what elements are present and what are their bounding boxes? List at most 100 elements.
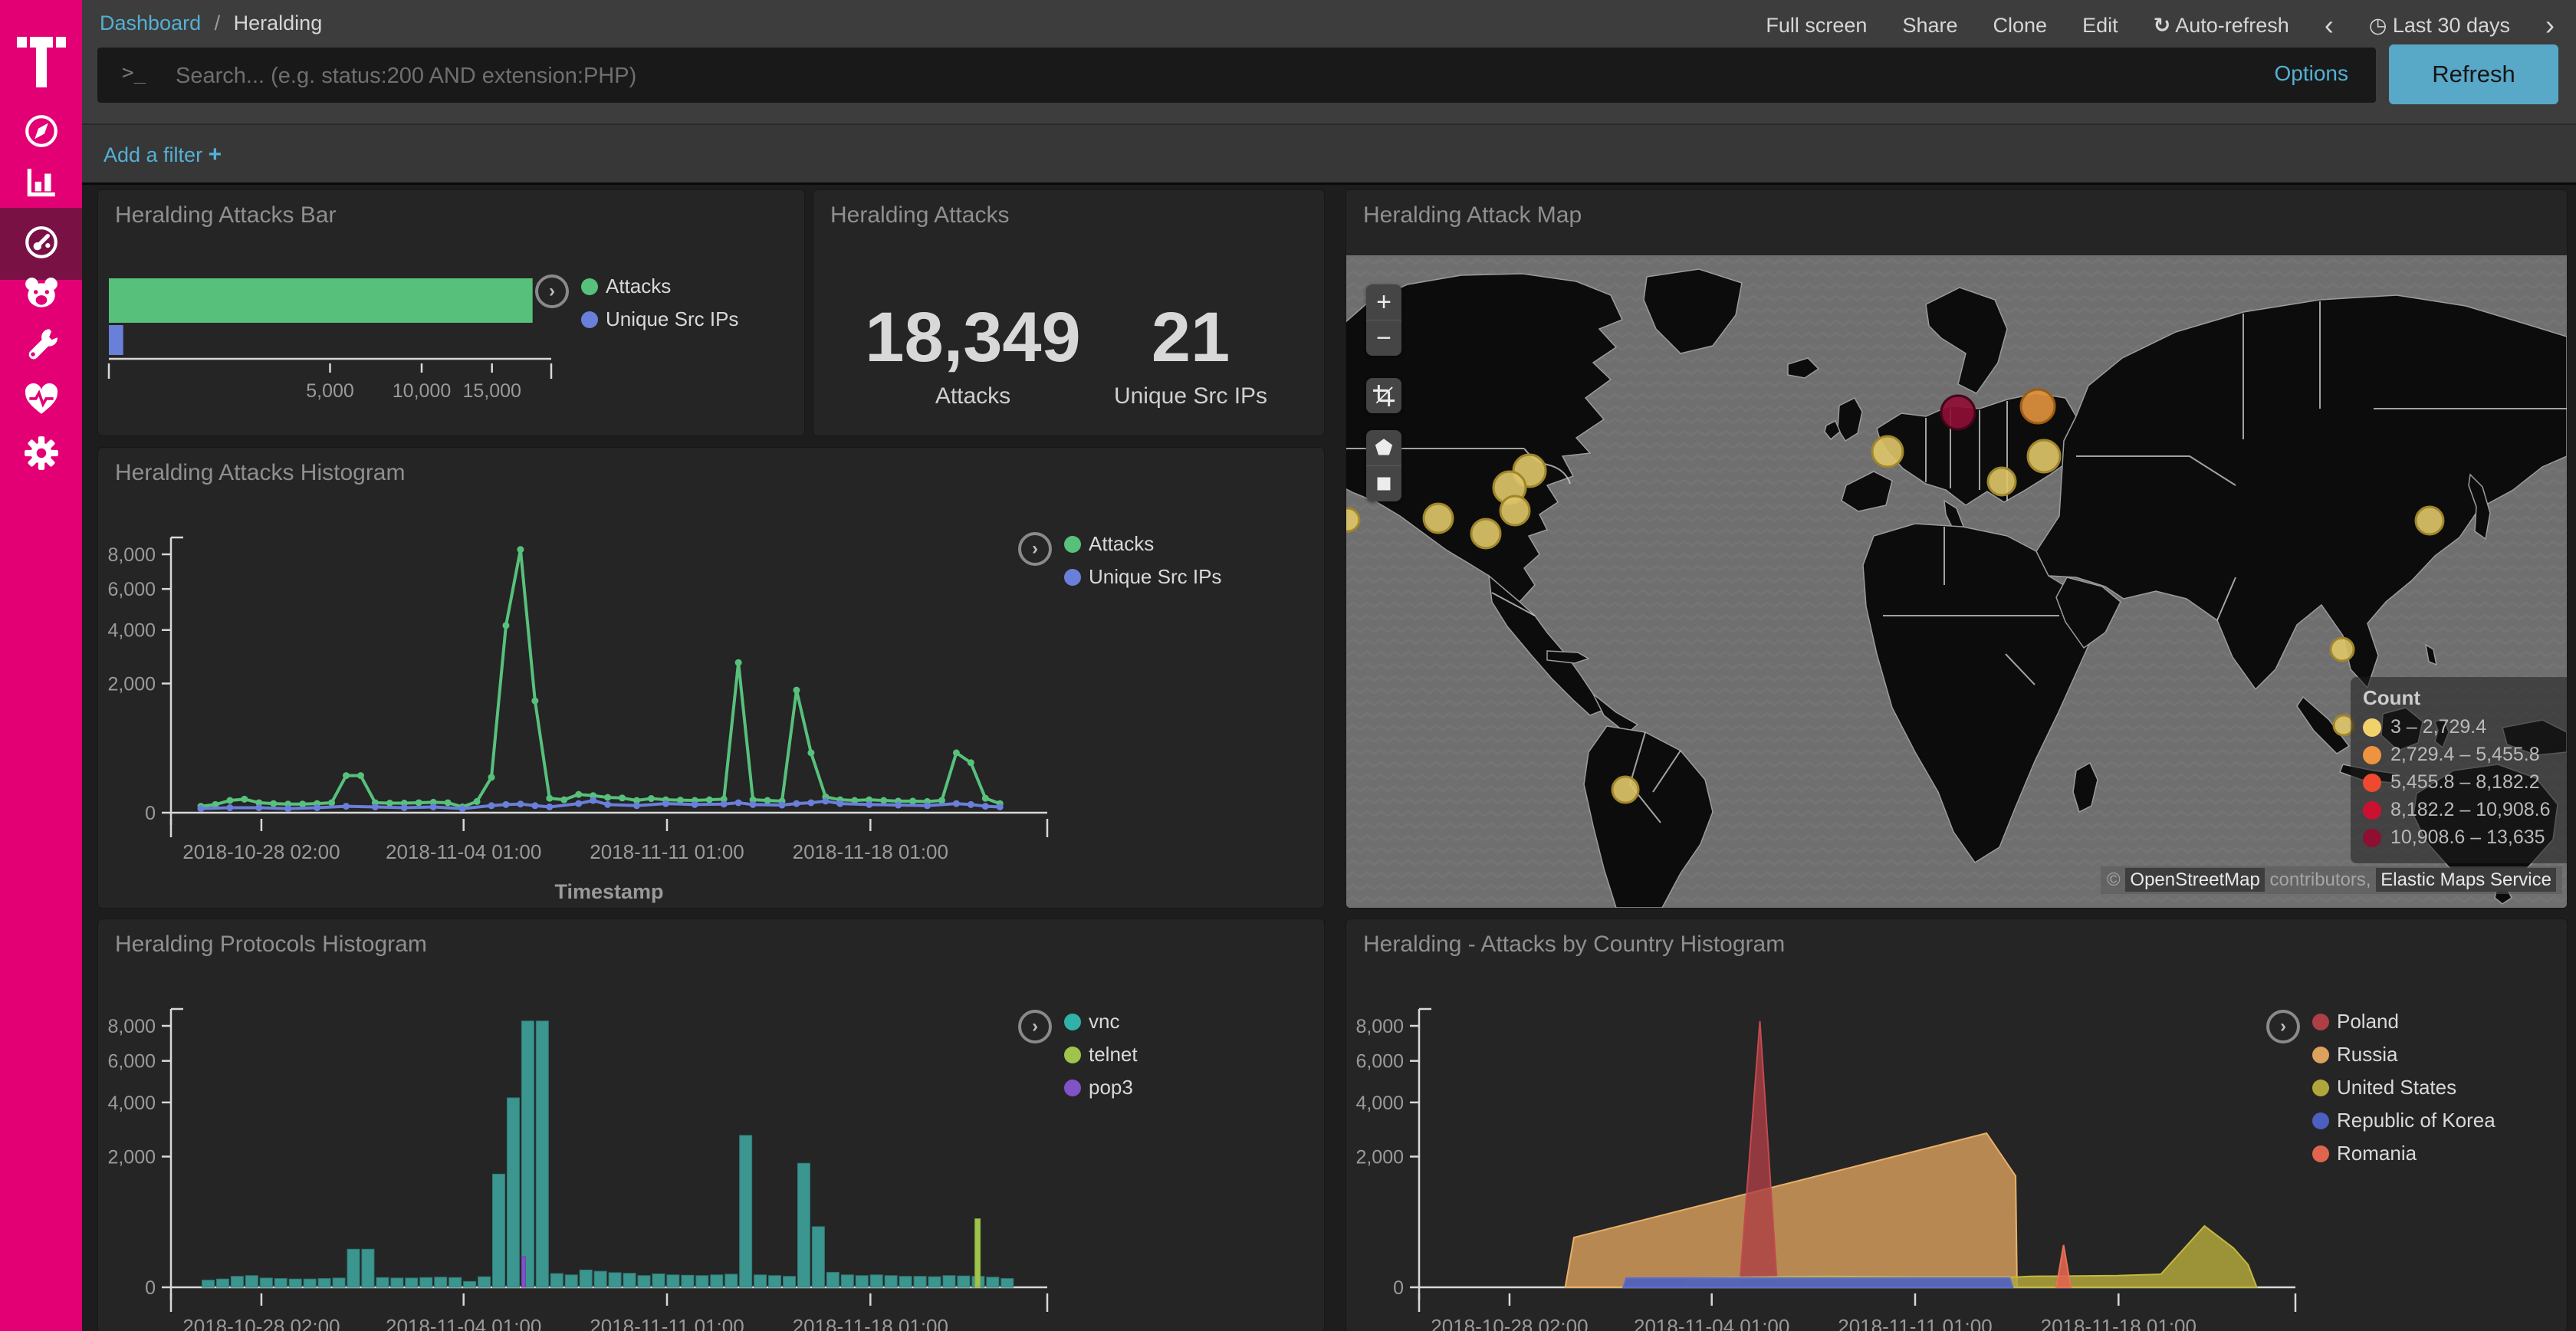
- clone-button[interactable]: Clone: [1993, 14, 2048, 38]
- svg-text:2018-11-11 01:00: 2018-11-11 01:00: [590, 840, 744, 863]
- legend-color-dot: [2312, 1145, 2329, 1162]
- legend-label: Russia: [2337, 1043, 2397, 1066]
- time-back-chevron[interactable]: ‹: [2325, 9, 2334, 41]
- map-legend-dot: [2363, 801, 2381, 820]
- svg-text:2018-10-28 02:00: 2018-10-28 02:00: [182, 1315, 340, 1331]
- map-legend-dot: [2363, 746, 2381, 764]
- legend-label: Attacks: [1089, 532, 1154, 556]
- svg-text:2018-11-04 01:00: 2018-11-04 01:00: [386, 1315, 541, 1331]
- auto-refresh-button[interactable]: ↻ Auto-refresh: [2154, 14, 2289, 38]
- refresh-button[interactable]: Refresh: [2389, 44, 2558, 104]
- compass-icon: [23, 113, 60, 153]
- legend-item[interactable]: Unique Src IPs: [581, 307, 738, 331]
- legend-item[interactable]: Poland: [2312, 1010, 2496, 1034]
- legend-label: vnc: [1089, 1010, 1119, 1034]
- svg-text:6,000: 6,000: [107, 1051, 156, 1073]
- time-forward-chevron[interactable]: ›: [2545, 9, 2555, 41]
- legend-color-dot: [1064, 569, 1081, 586]
- legend-item[interactable]: United States: [2312, 1076, 2496, 1099]
- rectangle-tool-icon[interactable]: [1366, 465, 1401, 501]
- add-filter-link[interactable]: Add a filter +: [104, 142, 222, 168]
- legend-item[interactable]: pop3: [1064, 1076, 1138, 1099]
- legend-expand-icon[interactable]: ›: [535, 274, 569, 308]
- time-range-picker[interactable]: ◷ Last 30 days: [2369, 14, 2510, 38]
- search-options-link[interactable]: Options: [2275, 61, 2349, 86]
- breadcrumb-dashboard-link[interactable]: Dashboard: [100, 12, 201, 35]
- toolbar-menu: Full screen Share Clone Edit ↻ Auto-refr…: [1766, 9, 2555, 41]
- legend-item[interactable]: Unique Src IPs: [1064, 565, 1221, 589]
- panel-attack-map: Heralding Attack Map: [1346, 189, 2568, 909]
- zoom-out-button[interactable]: −: [1366, 320, 1401, 356]
- map-legend-title: Count: [2363, 686, 2567, 710]
- panel-title: Heralding Attack Map: [1363, 202, 1582, 228]
- legend-item[interactable]: Romania: [2312, 1142, 2496, 1165]
- ems-link[interactable]: Elastic Maps Service: [2376, 868, 2556, 892]
- legend-expand-icon[interactable]: ›: [2266, 1010, 2300, 1043]
- svg-text:2018-10-28 02:00: 2018-10-28 02:00: [182, 840, 340, 863]
- refresh-icon: ↻: [2154, 14, 2171, 37]
- attack-location-circle: [1941, 396, 1975, 429]
- map-legend-label: 2,729.4 – 5,455.8: [2390, 744, 2540, 766]
- search-input[interactable]: [174, 48, 2170, 104]
- svg-text:2,000: 2,000: [1355, 1147, 1404, 1168]
- legend-label: Poland: [2337, 1010, 2399, 1034]
- legend-label: Attacks: [606, 274, 671, 298]
- map-legend-label: 8,182.2 – 10,908.6: [2390, 799, 2551, 821]
- svg-text:4,000: 4,000: [107, 1093, 156, 1114]
- svg-text:2018-11-11 01:00: 2018-11-11 01:00: [1838, 1315, 1992, 1331]
- legend-color-dot: [2312, 1047, 2329, 1063]
- world-map[interactable]: + − Count 3 – 2,729.42,: [1346, 255, 2567, 908]
- attack-location-circle: [1346, 508, 1359, 531]
- legend-label: United States: [2337, 1076, 2456, 1099]
- map-crop-control: [1366, 378, 1401, 413]
- svg-text:0: 0: [145, 1277, 156, 1299]
- map-zoom-controls: + −: [1366, 284, 1401, 356]
- legend-item[interactable]: telnet: [1064, 1043, 1138, 1066]
- svg-text:2018-10-28 02:00: 2018-10-28 02:00: [1431, 1315, 1588, 1331]
- protocols-histogram-chart: 0 2,000 4,000 6,000 8,000 2018-10-28 02:00 201…: [98, 919, 1324, 1331]
- map-legend-label: 3 – 2,729.4: [2390, 716, 2486, 738]
- legend-expand-icon[interactable]: ›: [1018, 532, 1052, 566]
- map-legend-row: 3 – 2,729.4: [2363, 716, 2567, 738]
- kibana-dashboard: Dashboard / Heralding Full screen Share …: [0, 0, 2576, 1331]
- attacks-histogram-legend: › Attacks Unique Src IPs: [1018, 532, 1221, 589]
- breadcrumb: Dashboard / Heralding: [100, 12, 322, 35]
- legend-item[interactable]: Attacks: [1064, 532, 1221, 556]
- map-draw-controls: [1366, 430, 1401, 501]
- sidebar-item-management[interactable]: [0, 419, 82, 491]
- svg-text:0: 0: [145, 803, 156, 824]
- svg-text:8,000: 8,000: [107, 1016, 156, 1037]
- legend-item[interactable]: vnc: [1064, 1010, 1138, 1034]
- polygon-tool-icon[interactable]: [1366, 430, 1401, 465]
- t-mobile-logo: [17, 18, 66, 93]
- map-legend-row: 8,182.2 – 10,908.6: [2363, 799, 2567, 821]
- edit-button[interactable]: Edit: [2082, 14, 2118, 38]
- svg-text:2,000: 2,000: [107, 1147, 156, 1168]
- clock-icon: ◷: [2369, 14, 2387, 37]
- legend-color-dot: [581, 311, 598, 328]
- legend-expand-icon[interactable]: ›: [1018, 1010, 1052, 1043]
- zoom-in-button[interactable]: +: [1366, 284, 1401, 320]
- legend-color-dot: [2312, 1112, 2329, 1129]
- osm-link[interactable]: OpenStreetMap: [2125, 868, 2264, 892]
- attack-location-circle: [1988, 468, 2016, 495]
- top-bar: Dashboard / Heralding Full screen Share …: [82, 0, 2576, 125]
- attack-location-circle: [1612, 777, 1638, 803]
- legend-item[interactable]: Russia: [2312, 1043, 2496, 1066]
- country-histogram-legend: › Poland Russia United States Republic of Ko…: [2266, 1010, 2496, 1165]
- map-attribution: © OpenStreetMap contributors, Elastic Ma…: [2101, 866, 2562, 894]
- panel-attacks-metric: Heralding Attacks 18,349 Attacks 21 Uniq…: [813, 189, 1325, 436]
- legend-color-dot: [2312, 1080, 2329, 1096]
- map-legend-row: 10,908.6 – 13,635: [2363, 827, 2567, 849]
- svg-text:2018-11-18 01:00: 2018-11-18 01:00: [793, 840, 948, 863]
- svg-text:5,000: 5,000: [306, 380, 354, 402]
- map-legend-row: 5,455.8 – 8,182.2: [2363, 771, 2567, 794]
- legend-item[interactable]: Republic of Korea: [2312, 1109, 2496, 1132]
- crop-icon[interactable]: [1366, 378, 1401, 413]
- svg-text:2018-11-04 01:00: 2018-11-04 01:00: [386, 840, 541, 863]
- attack-location-circle: [1424, 504, 1453, 533]
- share-button[interactable]: Share: [1902, 14, 1957, 38]
- full-screen-button[interactable]: Full screen: [1766, 14, 1867, 38]
- legend-item[interactable]: Attacks: [581, 274, 738, 298]
- panel-attacks-bar: Heralding Attacks Bar 5,00010,00015,000 …: [97, 189, 805, 436]
